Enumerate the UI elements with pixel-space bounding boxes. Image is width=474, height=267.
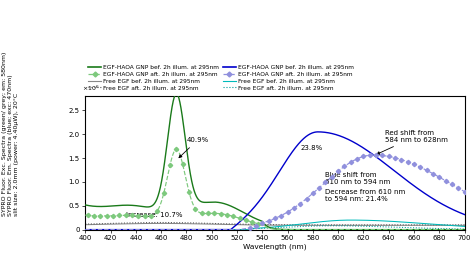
X-axis label: Wavelength (nm): Wavelength (nm) [243, 244, 307, 250]
Text: SYPRO Fluor. Exc. Spectra (green/ grey; em: 580nm)
SYPRO Fluor. Em. Spectra (blu: SYPRO Fluor. Exc. Spectra (green/ grey; … [2, 51, 19, 216]
Text: 23.8%: 23.8% [300, 145, 322, 151]
Text: Decrease from 610 nm
to 594 nm: 21.4%: Decrease from 610 nm to 594 nm: 21.4% [326, 189, 406, 202]
Text: 40.9%: 40.9% [179, 137, 209, 158]
Legend: EGF-HAOA GNP bef. 2h illum. at 295nm, EGF-HAOA GNP aft. 2h illum. at 295nm, Free: EGF-HAOA GNP bef. 2h illum. at 295nm, EG… [88, 65, 354, 91]
Text: $\times10^6$: $\times10^6$ [82, 84, 99, 93]
Text: Increase: 10.7%: Increase: 10.7% [126, 212, 182, 218]
Text: Blue shift from
610 nm to 594 nm: Blue shift from 610 nm to 594 nm [326, 172, 391, 184]
Text: Red shift from
584 nm to 628nm: Red shift from 584 nm to 628nm [377, 130, 448, 154]
